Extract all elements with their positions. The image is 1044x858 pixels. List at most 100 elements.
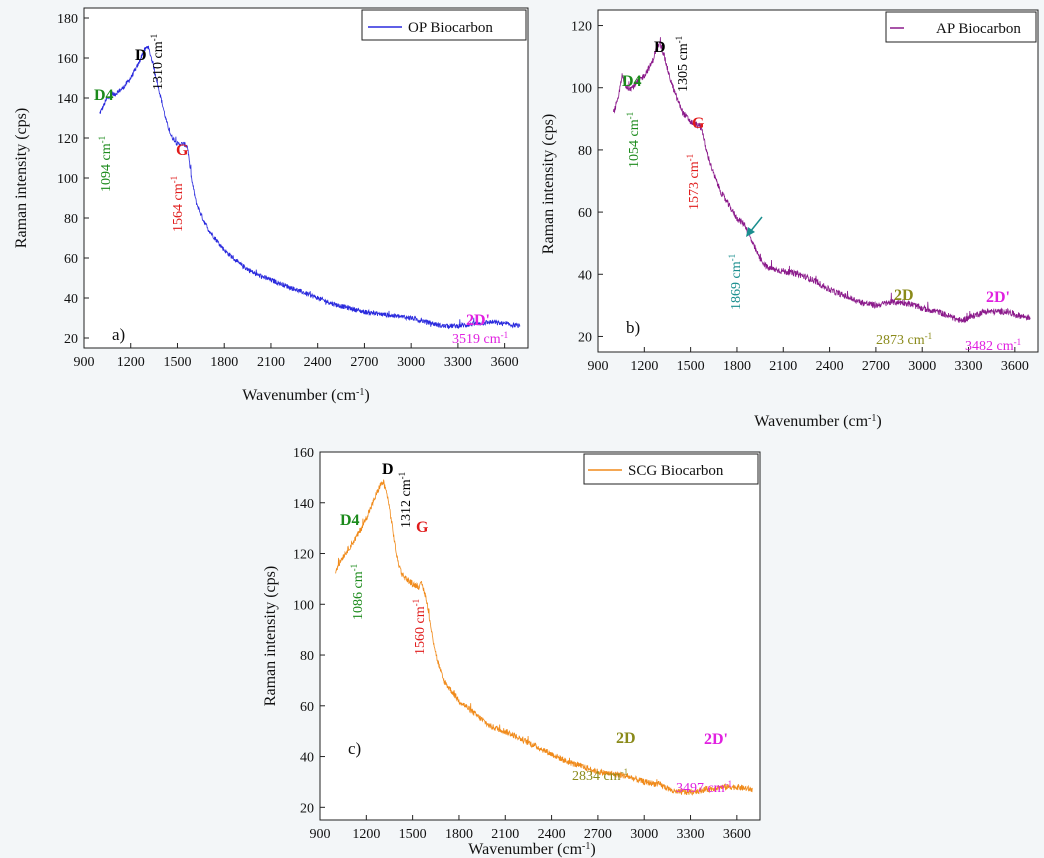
y-tick-label: 100 — [293, 598, 314, 613]
x-tick-label: 1500 — [399, 827, 427, 842]
y-tick-label: 40 — [578, 268, 592, 283]
legend-label: AP Biocarbon — [936, 21, 1021, 37]
y-tick-label: 120 — [57, 132, 78, 147]
panel-label: a) — [112, 325, 125, 344]
legend: OP Biocarbon — [361, 9, 527, 41]
x-tick-label: 2400 — [538, 827, 566, 842]
plot-frame — [319, 451, 761, 821]
spectrum-line — [613, 37, 1031, 324]
peak-label-2d-prime: 2D' — [704, 731, 728, 748]
x-tick-label: 1200 — [352, 827, 380, 842]
y-tick-label: 80 — [578, 144, 592, 159]
x-tick-label: 3600 — [491, 355, 519, 370]
y-tick-label: 100 — [571, 82, 592, 97]
peak-position-2d-prime: 3482 cm-1 — [965, 337, 1021, 354]
peak-position-2d: 2834 cm-1 — [572, 767, 628, 784]
panel-label: c) — [348, 739, 361, 758]
y-tick-label: 120 — [293, 548, 314, 563]
y-tick-label: 140 — [57, 92, 78, 107]
legend-box — [583, 453, 759, 485]
peak-label-2d-prime: 2D' — [986, 289, 1010, 306]
y-tick-label: 140 — [293, 497, 314, 512]
x-tick-label: 900 — [310, 827, 331, 842]
y-tick-label: 160 — [293, 446, 314, 461]
peak-label-d4: D4 — [340, 512, 360, 529]
peak-label-d: D — [654, 39, 666, 56]
x-tick-label: 2100 — [769, 359, 797, 374]
y-tick-label: 20 — [578, 330, 592, 345]
x-tick-label: 3000 — [908, 359, 936, 374]
y-tick-label: 20 — [64, 332, 78, 347]
spectrum-line-group — [99, 45, 521, 330]
peak-label-d4: D4 — [94, 87, 114, 104]
peak-label-g: G — [416, 519, 429, 536]
axis-ticks: 900 1200 1500 1800 2100 2400 2700 3000 3300 3600 2… — [293, 446, 751, 842]
panel-scg-biocarbon: 900 1200 1500 1800 2100 2400 2700 3000 3300 3600 2… — [262, 446, 761, 858]
x-tick-label: 900 — [588, 359, 609, 374]
x-axis-title: Wavenumber (cm-1) — [242, 387, 369, 405]
peak-label-d4: D4 — [622, 73, 642, 90]
legend-box — [361, 9, 527, 41]
x-tick-label: 2100 — [257, 355, 285, 370]
peak-position-g: 1564 cm-1 — [169, 176, 186, 232]
axis-ticks: 900 1200 1500 1800 2100 2400 2700 3000 3300 3600 2… — [57, 12, 519, 370]
spectrum-line-group — [335, 479, 753, 796]
x-tick-label: 3300 — [444, 355, 472, 370]
panel-label: b) — [626, 318, 640, 337]
peak-position-g: 1560 cm-1 — [411, 599, 428, 655]
y-tick-label: 80 — [300, 649, 314, 664]
y-tick-label: 120 — [571, 20, 592, 35]
peak-position-d: 1310 cm-1 — [149, 34, 166, 90]
spectrum-line — [99, 45, 521, 330]
peak-label-g: G — [692, 115, 705, 132]
y-tick-label: 100 — [57, 172, 78, 187]
peak-label-2d: 2D — [894, 287, 914, 304]
y-tick-label: 80 — [64, 212, 78, 227]
peak-position-d4: 1054 cm-1 — [625, 112, 642, 168]
x-tick-label: 3600 — [723, 827, 751, 842]
peak-position-2d: 2873 cm-1 — [876, 331, 932, 348]
panel-op-biocarbon: 900 1200 1500 1800 2100 2400 2700 3000 3300 3600 2… — [13, 7, 529, 405]
panel-ap-biocarbon: 900 1200 1500 1800 2100 2400 2700 3000 3300 3600 2… — [540, 9, 1039, 431]
y-tick-label: 40 — [300, 751, 314, 766]
x-tick-label: 900 — [74, 355, 95, 370]
x-axis-title: Wavenumber (cm-1) — [754, 413, 881, 431]
axis-ticks: 900 1200 1500 1800 2100 2400 2700 3000 3300 3600 2… — [571, 20, 1029, 374]
arrow-icon — [746, 216, 763, 237]
peak-label-2d: 2D — [616, 730, 636, 747]
peak-label-d: D — [135, 47, 147, 64]
x-tick-label: 2400 — [816, 359, 844, 374]
spectrum-line — [335, 479, 753, 796]
x-tick-label: 3300 — [677, 827, 705, 842]
x-tick-label: 1500 — [677, 359, 705, 374]
x-tick-label: 3000 — [630, 827, 658, 842]
y-axis-title: Raman intensity (cps) — [540, 114, 557, 254]
x-axis-title: Wavenumber (cm-1) — [468, 841, 595, 858]
y-axis-title: Raman intensity (cps) — [262, 566, 279, 706]
x-tick-label: 1800 — [445, 827, 473, 842]
peak-position-g: 1573 cm-1 — [685, 154, 702, 210]
x-tick-label: 1800 — [723, 359, 751, 374]
peak-position-d4: 1086 cm-1 — [349, 564, 366, 620]
y-tick-label: 60 — [64, 252, 78, 267]
peak-position-2d-prime: 3519 cm-1 — [452, 330, 508, 347]
x-tick-label: 1200 — [117, 355, 145, 370]
legend-label: SCG Biocarbon — [628, 463, 724, 479]
legend: AP Biocarbon — [885, 11, 1037, 43]
spectrum-line-group — [613, 37, 1031, 324]
peak-label-g: G — [176, 142, 189, 159]
x-tick-label: 2700 — [350, 355, 378, 370]
peak-position-1869: 1869 cm-1 — [727, 254, 744, 310]
peak-position-d: 1305 cm-1 — [674, 36, 691, 92]
x-tick-label: 3300 — [955, 359, 983, 374]
x-tick-label: 1800 — [210, 355, 238, 370]
x-tick-label: 2100 — [491, 827, 519, 842]
legend-box — [885, 11, 1037, 43]
peak-position-d4: 1094 cm-1 — [97, 136, 114, 192]
y-tick-label: 180 — [57, 12, 78, 27]
y-tick-label: 40 — [64, 292, 78, 307]
x-tick-label: 2700 — [584, 827, 612, 842]
x-tick-label: 2700 — [862, 359, 890, 374]
legend-label: OP Biocarbon — [408, 20, 493, 36]
